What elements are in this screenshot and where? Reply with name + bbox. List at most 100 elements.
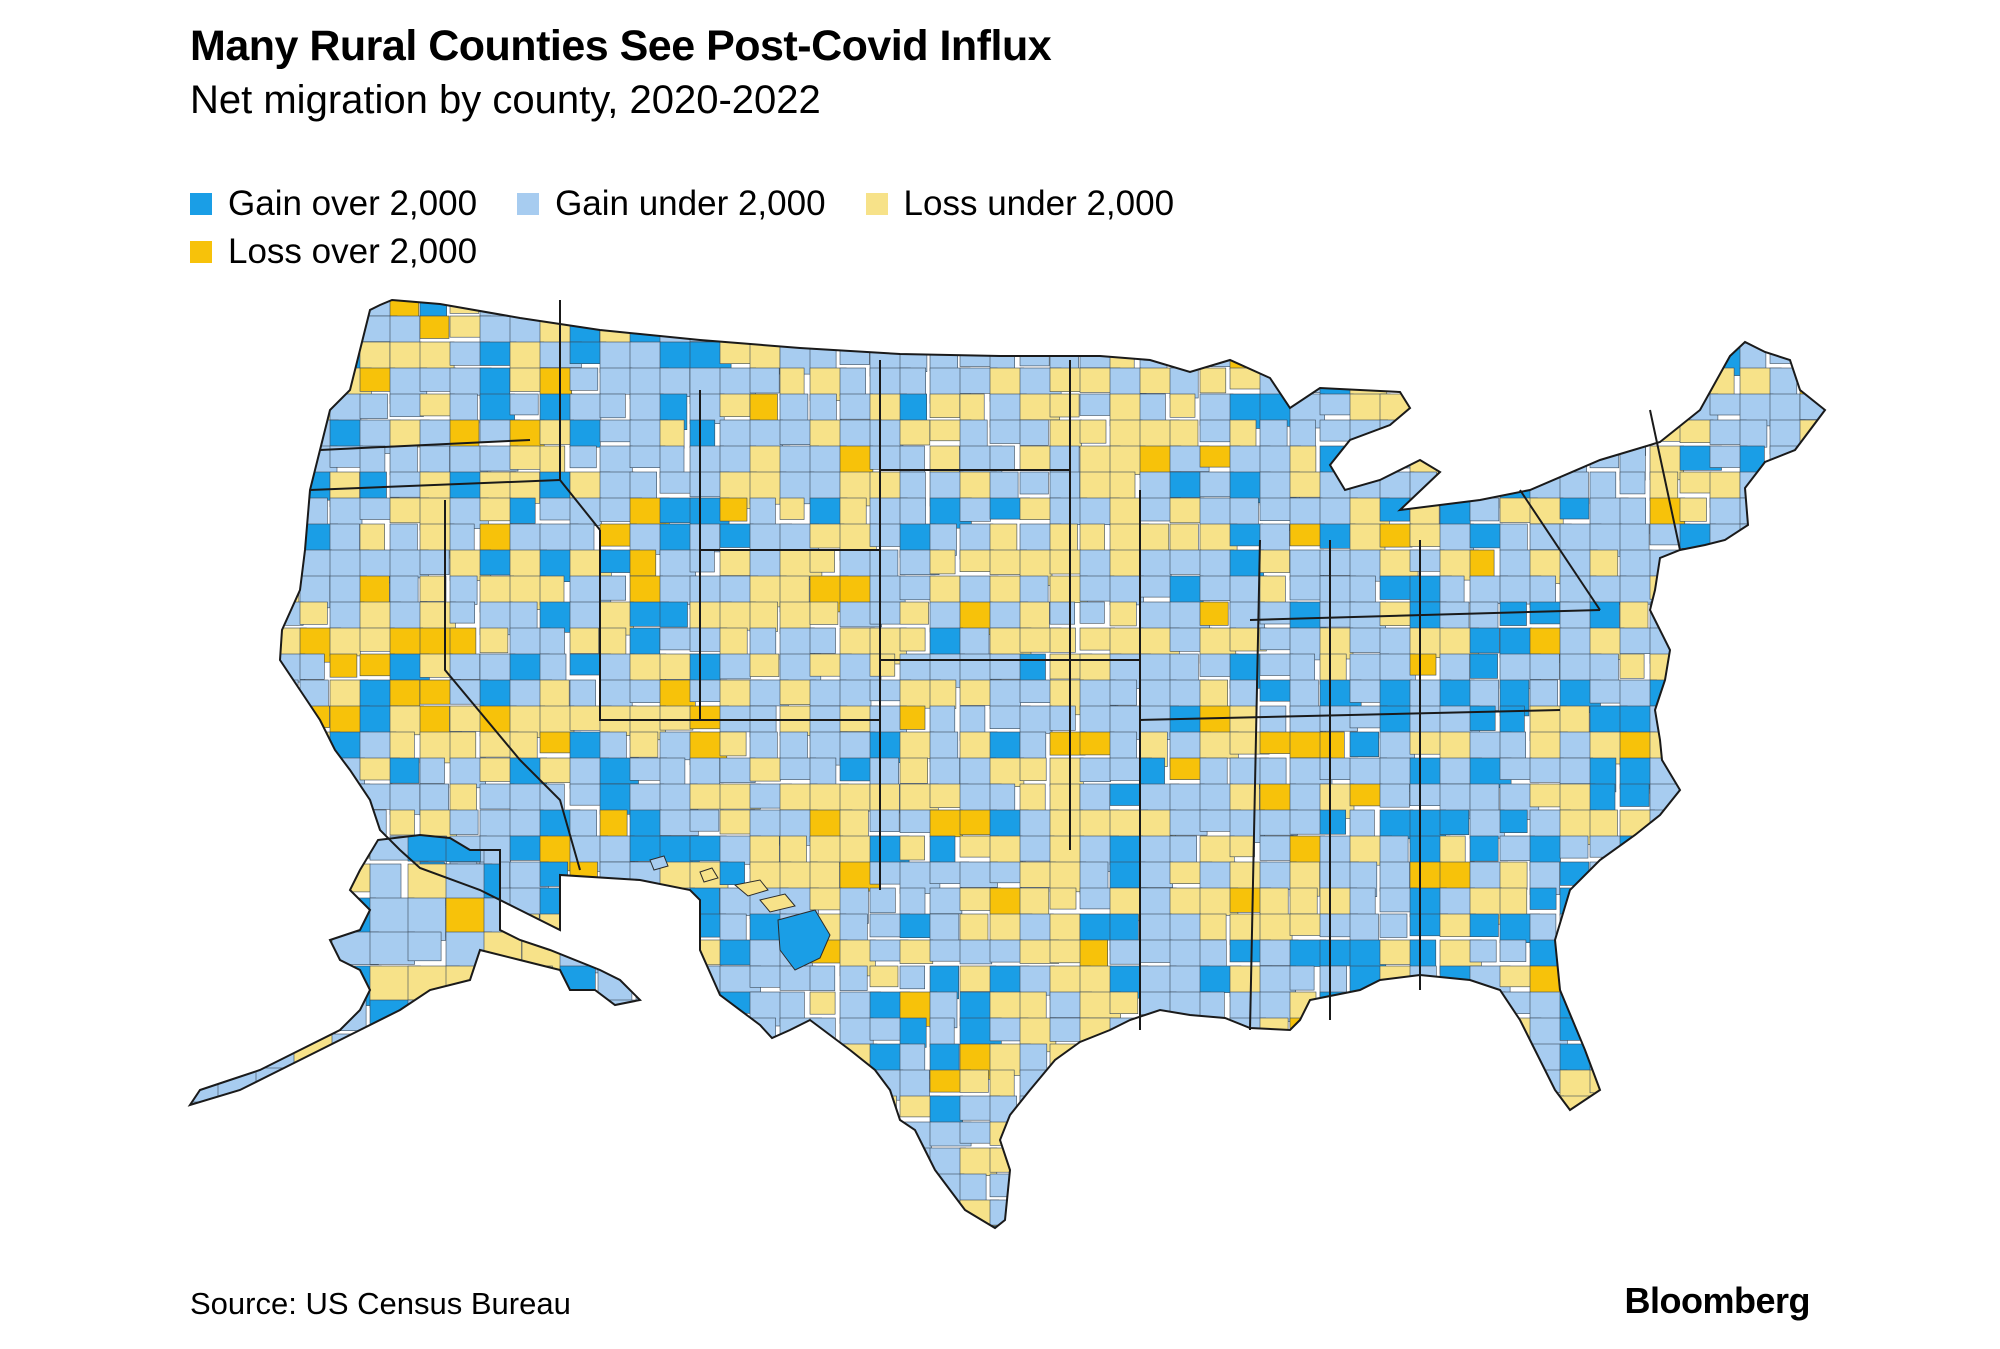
county-cell <box>719 913 747 945</box>
county-cell <box>569 367 599 391</box>
county-cell <box>539 575 565 606</box>
county-cell <box>1589 653 1619 684</box>
county-cell <box>719 731 747 757</box>
county-cell <box>1319 939 1352 967</box>
county-cell <box>899 627 926 652</box>
county-cell <box>1259 705 1287 736</box>
county-cell <box>569 445 597 469</box>
county-cell <box>1619 523 1650 555</box>
county-cell <box>959 939 993 965</box>
county-cell <box>1109 939 1141 965</box>
county-cell <box>1049 887 1077 910</box>
county-cell <box>719 341 755 365</box>
county-cell <box>1289 965 1315 991</box>
county-cell <box>599 835 635 863</box>
county-cell <box>1019 913 1054 944</box>
state-border-or <box>309 479 561 491</box>
hawaii-island-oahu <box>699 867 719 883</box>
county-cell <box>1349 783 1383 807</box>
county-cell <box>1379 861 1410 892</box>
county-cell <box>689 783 724 810</box>
county-cell <box>1079 419 1107 444</box>
county-cell <box>719 497 748 522</box>
county-cell <box>1319 835 1352 864</box>
county-cell <box>1379 809 1414 840</box>
county-cell <box>629 341 662 373</box>
legend-swatch-gain-under <box>517 193 540 215</box>
county-cell <box>1079 549 1115 579</box>
county-cell <box>1169 367 1199 399</box>
county-cell <box>869 887 896 914</box>
legend-item-loss-under: Loss under 2,000 <box>865 184 1174 224</box>
county-cell <box>1199 601 1229 626</box>
county-cell <box>929 627 964 658</box>
county-cell <box>389 705 424 736</box>
county-cell <box>1469 705 1496 731</box>
county-cell <box>1379 913 1408 938</box>
county-cell <box>1289 419 1316 450</box>
county-cell <box>1259 679 1291 702</box>
county-cell <box>839 393 873 420</box>
county-cell <box>1619 471 1646 495</box>
county-cell <box>359 627 395 652</box>
county-cell <box>1139 861 1174 888</box>
county-cell <box>1379 523 1413 548</box>
legend-label-gain-under: Gain under 2,000 <box>555 184 826 223</box>
county-cell <box>509 601 538 633</box>
county-cell <box>1499 601 1527 626</box>
county-cell <box>1049 419 1082 448</box>
county-cell <box>779 835 807 867</box>
county-cell <box>419 575 447 602</box>
county-cell <box>659 367 691 398</box>
county-cell <box>1019 861 1056 888</box>
legend-label-loss-over: Loss over 2,000 <box>228 232 478 271</box>
chart-title: Many Rural Counties See Post-Covid Influ… <box>190 22 1052 70</box>
state-border-nv <box>444 500 521 761</box>
county-cell <box>1169 705 1202 737</box>
county-cell <box>869 653 896 677</box>
county-cell <box>389 627 424 656</box>
county-cell <box>449 757 486 789</box>
county-cell <box>869 809 900 833</box>
county-cell <box>1319 419 1352 442</box>
county-cell <box>1169 393 1196 418</box>
county-cell <box>569 523 595 554</box>
county-cell <box>1139 523 1170 554</box>
county-cell <box>1259 835 1294 861</box>
county-cell <box>1139 549 1172 579</box>
county-cell <box>1469 523 1503 549</box>
county-cell <box>1349 809 1375 839</box>
legend-row-1: Gain over 2,000 Gain under 2,000 Loss un… <box>190 180 1390 228</box>
county-cell <box>1169 419 1199 451</box>
county-cell <box>929 835 956 865</box>
county-cell <box>1529 627 1562 656</box>
county-cell <box>869 445 902 470</box>
county-cell <box>719 549 755 576</box>
county-cell <box>989 653 1024 680</box>
county-cell <box>929 913 960 946</box>
county-cell <box>1499 809 1528 834</box>
county-cell <box>599 367 633 395</box>
county-cell <box>989 835 1023 866</box>
county-cell <box>1289 809 1322 835</box>
county-cell <box>1379 783 1410 808</box>
county-cell <box>899 731 935 759</box>
county-cell <box>929 731 959 763</box>
county-cell <box>1469 653 1498 679</box>
county-cell <box>899 1069 930 1101</box>
county-cell <box>959 549 994 573</box>
county-cell <box>1499 523 1528 551</box>
county-cell <box>329 653 358 678</box>
county-cell <box>1019 1043 1048 1073</box>
legend-item-gain-over: Gain over 2,000 <box>190 184 477 224</box>
county-cell <box>869 419 904 451</box>
county-cell <box>479 783 515 810</box>
county-cell <box>479 679 513 711</box>
legend: Gain over 2,000 Gain under 2,000 Loss un… <box>190 180 1390 276</box>
county-cell <box>809 991 836 1015</box>
county-cell <box>599 575 627 601</box>
county-cell <box>689 523 721 553</box>
county-cell <box>719 861 745 886</box>
county-cell <box>389 523 418 555</box>
county-cell <box>839 809 869 841</box>
